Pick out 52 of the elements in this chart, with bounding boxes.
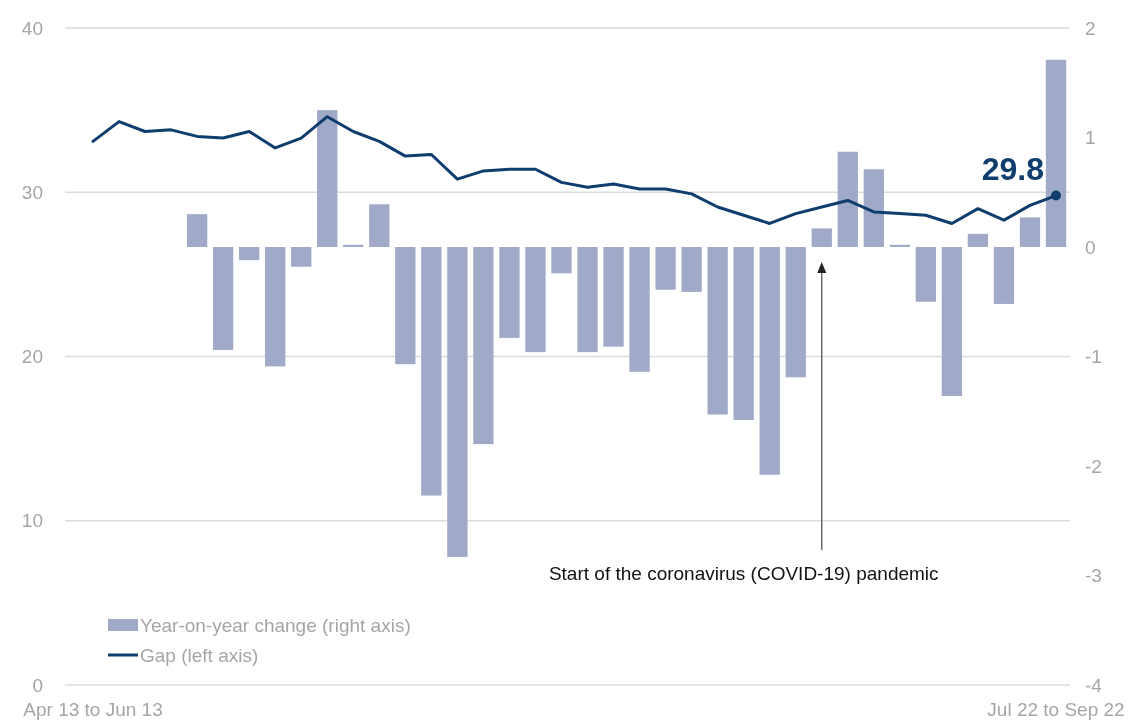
bar bbox=[941, 247, 963, 396]
x-tick-label: Jul 22 to Sep 22 bbox=[987, 699, 1125, 720]
y-tick-label: 40 bbox=[21, 17, 43, 39]
bar bbox=[785, 247, 806, 378]
bar bbox=[525, 247, 546, 353]
bar bbox=[681, 247, 702, 292]
y2-tick-label: -2 bbox=[1085, 455, 1102, 477]
bar bbox=[186, 214, 208, 247]
y-tick-label: 30 bbox=[21, 181, 43, 203]
legend-label: Year-on-year change (right axis) bbox=[140, 614, 411, 636]
bar bbox=[317, 110, 338, 247]
bar bbox=[577, 247, 598, 353]
y-tick-label: 20 bbox=[21, 346, 43, 368]
bar bbox=[1019, 217, 1041, 247]
bar bbox=[733, 247, 754, 421]
y-tick-label: 10 bbox=[21, 510, 43, 532]
bar bbox=[915, 247, 937, 302]
bar bbox=[499, 247, 520, 338]
y2-tick-label: 0 bbox=[1085, 236, 1096, 258]
bar bbox=[291, 247, 312, 267]
bar bbox=[889, 244, 910, 247]
bar bbox=[811, 228, 832, 247]
bar bbox=[551, 247, 572, 274]
y2-tick-label: 1 bbox=[1085, 127, 1096, 149]
legend-label: Gap (left axis) bbox=[140, 644, 259, 666]
bar bbox=[473, 247, 494, 445]
y2-tick-label: 2 bbox=[1085, 17, 1096, 39]
x-tick-label: Apr 13 to Jun 13 bbox=[23, 699, 163, 720]
bar bbox=[447, 247, 468, 557]
bar bbox=[212, 247, 234, 350]
bar bbox=[603, 247, 624, 347]
bar bbox=[265, 247, 286, 367]
bar bbox=[837, 151, 858, 247]
bar bbox=[759, 247, 780, 475]
bar bbox=[369, 204, 390, 247]
annotation: Start of the coronavirus (COVID-19) pandemic bbox=[548, 563, 939, 584]
bar bbox=[343, 244, 364, 247]
bar bbox=[421, 247, 442, 496]
bar bbox=[993, 247, 1015, 304]
bar bbox=[629, 247, 650, 372]
data-label: 29.8 bbox=[981, 150, 1044, 187]
bar bbox=[707, 247, 728, 415]
bar bbox=[967, 233, 989, 247]
bar bbox=[1045, 59, 1067, 247]
y2-tick-label: -3 bbox=[1085, 565, 1102, 587]
bar bbox=[863, 169, 884, 247]
y-tick-label: 0 bbox=[32, 674, 43, 696]
y2-tick-label: -4 bbox=[1085, 674, 1103, 696]
bar bbox=[239, 247, 260, 261]
y2-tick-label: -1 bbox=[1085, 346, 1102, 368]
bar bbox=[655, 247, 676, 290]
bar bbox=[395, 247, 416, 365]
